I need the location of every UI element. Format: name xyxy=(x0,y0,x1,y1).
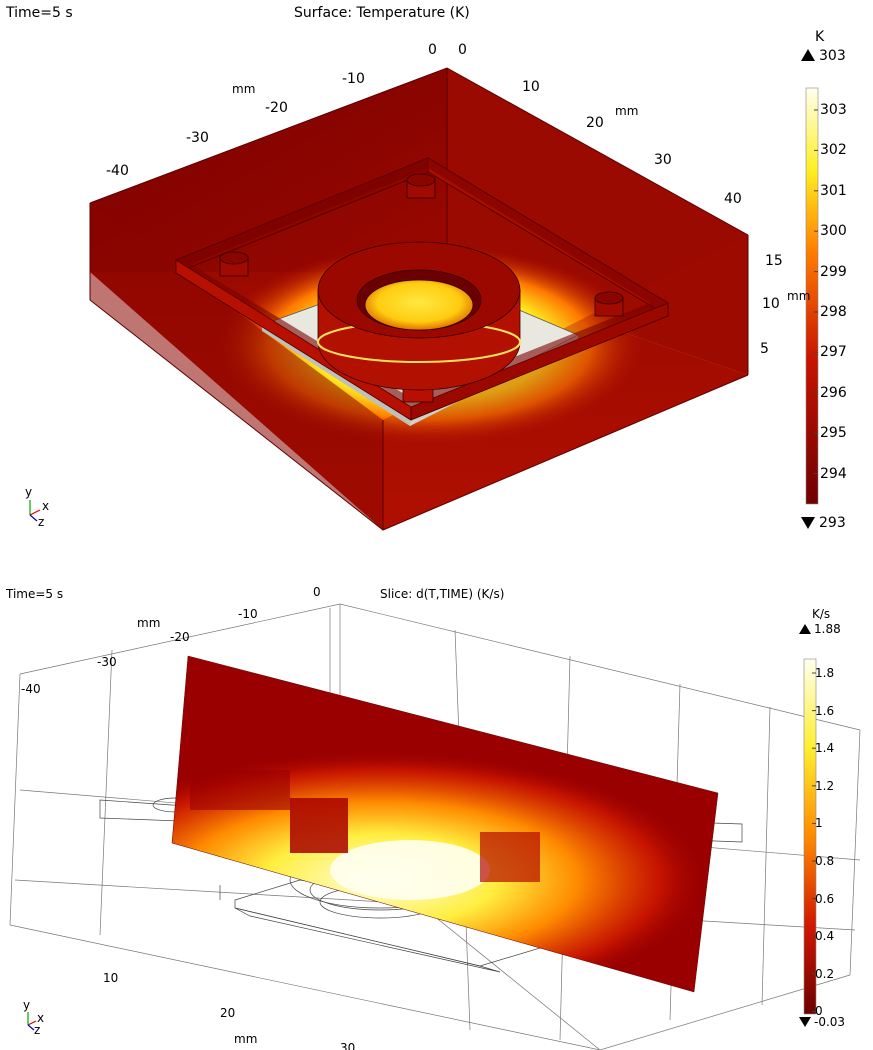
y-tick: 0 xyxy=(458,42,467,58)
z-tick: 5 xyxy=(760,341,769,357)
colorbar-min: 293 xyxy=(819,515,846,531)
axis-triad xyxy=(27,1012,37,1031)
colorbar-tick-label: 1.8 xyxy=(815,666,835,680)
top-tick: -40 xyxy=(21,682,41,696)
colorbar-min: -0.03 xyxy=(814,1015,846,1029)
colorbar-tick-label: 302 xyxy=(820,142,847,159)
colorbar-ticks xyxy=(812,672,816,1012)
x-tick: -10 xyxy=(342,71,365,87)
colorbar-tick-label: 0.6 xyxy=(815,891,835,906)
z-axis-unit: mm xyxy=(787,289,811,303)
y-tick: 30 xyxy=(654,152,672,168)
x-tick: -20 xyxy=(265,100,288,116)
triad-x-label: x xyxy=(37,1011,45,1025)
bottom-tick: 10 xyxy=(103,971,119,985)
top-axis-unit: mm xyxy=(137,616,161,630)
colorbar-tick-label: 0.4 xyxy=(815,929,835,944)
colorbar-tick-label: 296 xyxy=(820,384,847,401)
colorbar-tick-label: 298 xyxy=(820,304,847,320)
axis-triad xyxy=(29,500,41,522)
colorbar-tick-label: 303 xyxy=(820,102,847,118)
temperature-plot-panel[interactable]: Time=5 s Surface: Temperature (K) K 303 … xyxy=(0,0,873,545)
colorbar-tick-label: 301 xyxy=(820,182,847,199)
min-marker xyxy=(799,1017,811,1027)
plot-title: Slice: d(T,TIME) (K/s) xyxy=(380,587,505,601)
bottom-tick: 20 xyxy=(220,1006,236,1020)
colorbar-max: 1.88 xyxy=(814,622,841,636)
plot-title: Surface: Temperature (K) xyxy=(294,5,470,21)
colorbar-tick-label: 295 xyxy=(820,425,847,442)
colorbar-tick-label: 1.2 xyxy=(815,778,835,793)
colorbar xyxy=(805,87,819,505)
slice-render[interactable] xyxy=(0,580,873,1050)
x-tick: -40 xyxy=(106,163,129,179)
bottom-axis-unit: mm xyxy=(234,1032,258,1046)
time-label: Time=5 s xyxy=(6,5,73,21)
colorbar-tick-label: 1 xyxy=(815,816,823,831)
y-axis-unit: mm xyxy=(615,104,639,118)
colorbar-unit: K/s xyxy=(812,607,831,621)
triad-y-label: y xyxy=(25,485,33,499)
temperature-surface-render[interactable] xyxy=(0,0,873,545)
back-left-wall xyxy=(90,68,447,272)
triad-z-label: z xyxy=(38,515,45,529)
z-tick: 15 xyxy=(765,253,783,269)
triad-x-label: x xyxy=(42,499,50,513)
top-tick: 0 xyxy=(313,585,321,599)
x-tick: -30 xyxy=(186,130,209,146)
y-tick: 10 xyxy=(522,79,540,95)
colorbar-tick-label: 297 xyxy=(820,344,847,361)
colorbar-tick-label: 299 xyxy=(820,263,847,280)
colorbar-tick-label: 1.6 xyxy=(815,703,835,718)
front-left-wall xyxy=(90,203,383,530)
top-tick: -30 xyxy=(97,655,117,669)
colorbar-ticks xyxy=(814,109,818,475)
colorbar-max: 303 xyxy=(819,48,846,64)
colorbar-unit: K xyxy=(815,29,825,45)
slice-plot-panel[interactable]: Time=5 s Slice: d(T,TIME) (K/s) K/s 1.88… xyxy=(0,580,873,1050)
x-axis-unit: mm xyxy=(232,82,256,96)
heat-sink-ring xyxy=(317,241,521,391)
time-label: Time=5 s xyxy=(6,587,64,601)
y-tick: 40 xyxy=(724,191,742,207)
back-right-wall xyxy=(447,68,748,375)
z-tick: 10 xyxy=(762,296,780,312)
mounting-frame xyxy=(175,157,669,421)
x-tick: 0 xyxy=(428,42,437,58)
max-marker xyxy=(801,49,815,61)
triad-y-label: y xyxy=(23,998,31,1012)
y-tick: 20 xyxy=(586,115,604,131)
top-tick: -20 xyxy=(170,630,190,644)
min-marker xyxy=(801,517,815,529)
colorbar-tick-label: 0.8 xyxy=(815,854,835,868)
colorbar-tick-label: 294 xyxy=(820,465,847,482)
colorbar-tick-label: 0 xyxy=(815,1004,823,1019)
box-edges xyxy=(89,67,749,531)
top-tick: -10 xyxy=(238,607,258,621)
triad-z-label: z xyxy=(34,1023,41,1037)
slice-plane xyxy=(172,656,718,992)
bottom-tick: 30 xyxy=(340,1041,356,1050)
colorbar-tick-label: 0.2 xyxy=(815,966,835,981)
colorbar-tick-label: 300 xyxy=(820,223,847,240)
colorbar-tick-label: 1.4 xyxy=(815,741,835,756)
max-marker xyxy=(799,624,811,634)
